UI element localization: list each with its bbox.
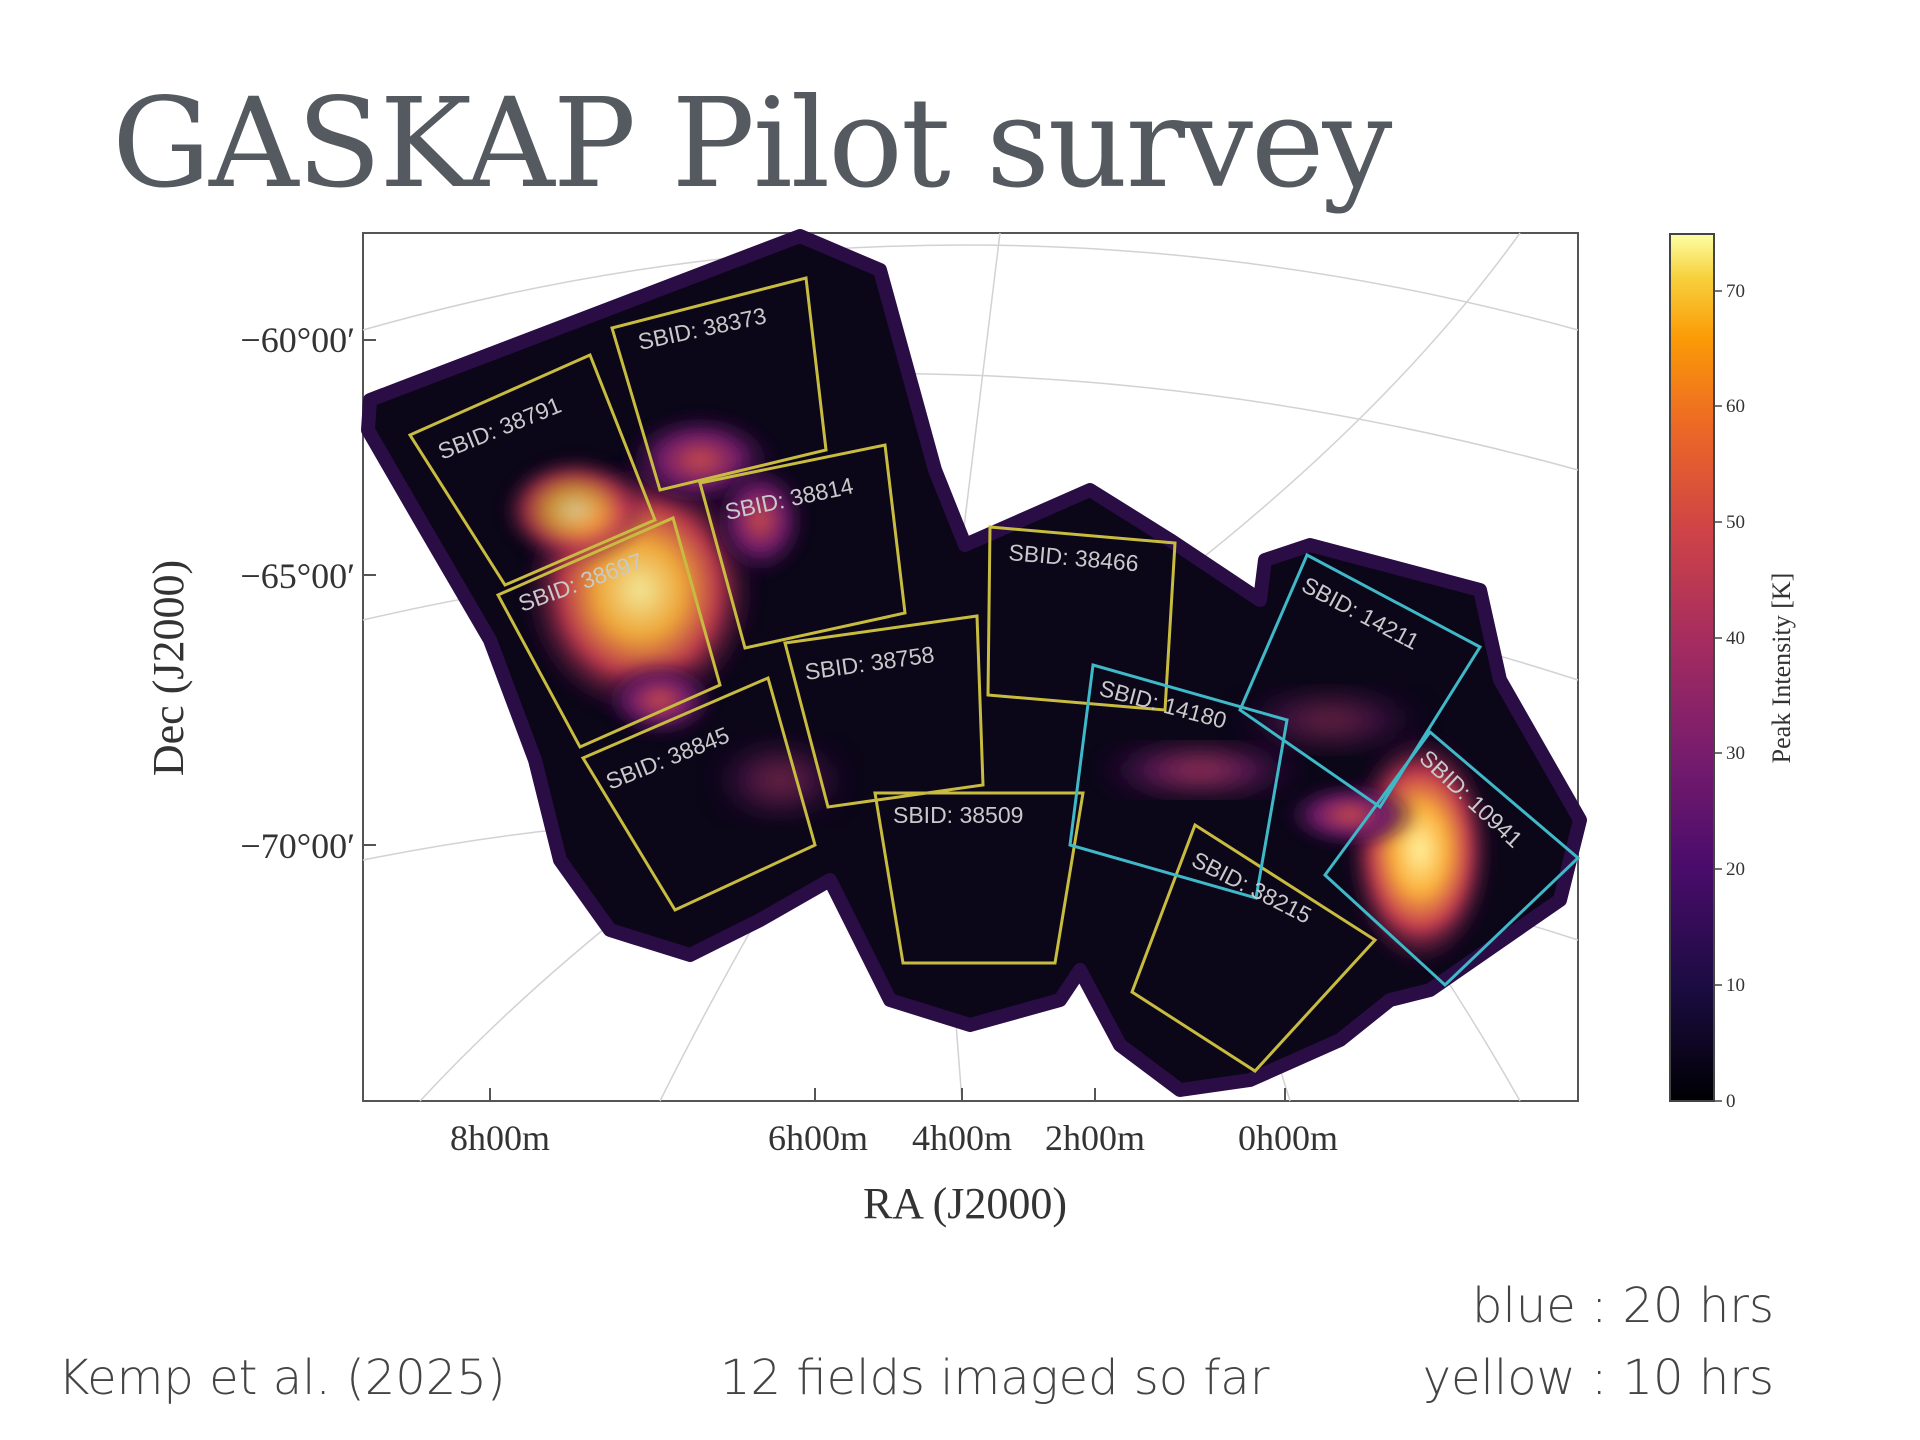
y-tick-label: −60°00′ bbox=[240, 320, 355, 360]
field-38845 bbox=[580, 675, 817, 912]
slide-title: GASKAP Pilot survey bbox=[112, 72, 1392, 216]
y-tick-label: −70°00′ bbox=[240, 826, 355, 866]
field-14211 bbox=[1238, 552, 1483, 810]
colorbar-tick-label: 70 bbox=[1726, 281, 1745, 302]
field-14180 bbox=[1068, 663, 1289, 900]
x-tick-label: 0h00m bbox=[1238, 1118, 1338, 1158]
fields-note: 12 fields imaged so far bbox=[720, 1350, 1270, 1406]
field-38373 bbox=[610, 276, 828, 492]
colorbar-tick-label: 20 bbox=[1726, 859, 1745, 880]
field-38509 bbox=[873, 791, 1085, 965]
colorbar-tick-label: 40 bbox=[1726, 628, 1745, 649]
colorbar-tick-label: 30 bbox=[1726, 743, 1745, 764]
x-tick-label: 4h00m bbox=[912, 1118, 1012, 1158]
colorbar-tick-label: 50 bbox=[1726, 512, 1745, 533]
field-38814 bbox=[698, 443, 907, 650]
x-tick-labels: 8h00m 6h00m 4h00m 2h00m 0h00m bbox=[450, 1118, 1338, 1158]
field-38791 bbox=[407, 352, 657, 587]
x-axis-label: RA (J2000) bbox=[863, 1179, 1067, 1228]
field-38697 bbox=[495, 515, 722, 749]
axis-ticks bbox=[363, 339, 1286, 1101]
y-axis-label: Dec (J2000) bbox=[144, 560, 193, 776]
colorbar-label: Peak Intensity [K] bbox=[1767, 573, 1796, 764]
y-tick-label: −65°00′ bbox=[240, 556, 355, 596]
colorbar-tick-label: 60 bbox=[1726, 396, 1745, 417]
colorbar bbox=[1669, 233, 1715, 1102]
field-38215 bbox=[1130, 822, 1378, 1073]
field-38466 bbox=[986, 525, 1177, 712]
citation: Kemp et al. (2025) bbox=[58, 1350, 506, 1406]
field-outlines bbox=[407, 276, 1581, 1073]
y-tick-labels: −60°00′ −65°00′ −70°00′ bbox=[240, 320, 355, 866]
x-tick-label: 8h00m bbox=[450, 1118, 550, 1158]
x-tick-label: 2h00m bbox=[1045, 1118, 1145, 1158]
field-label: SBID: 38509 bbox=[893, 802, 1023, 828]
field-10941 bbox=[1322, 729, 1581, 988]
field-38758 bbox=[783, 614, 985, 809]
colorbar-ticks: 0 10 20 30 40 50 60 70 bbox=[1714, 281, 1745, 1112]
colorbar-tick-label: 0 bbox=[1726, 1091, 1736, 1112]
colorbar-tick-label: 10 bbox=[1726, 975, 1745, 996]
legend-blue: blue : 20 hrs bbox=[1472, 1278, 1774, 1334]
x-tick-label: 6h00m bbox=[768, 1118, 868, 1158]
legend-yellow: yellow : 10 hrs bbox=[1422, 1350, 1774, 1406]
